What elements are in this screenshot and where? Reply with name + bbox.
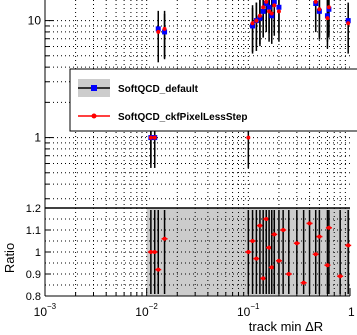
ratio-point: [261, 276, 266, 281]
data-point-ckf: [269, 11, 274, 16]
ratio-point: [264, 217, 269, 221]
ratio-point: [286, 272, 291, 276]
y-axis-title-ratio: Ratio: [2, 243, 17, 273]
ratio-point: [156, 267, 161, 272]
data-point-ckf: [162, 26, 167, 31]
ratio-point: [269, 265, 274, 270]
data-point-ckf: [246, 135, 251, 140]
ratio-point: [294, 241, 299, 246]
ratio-point: [281, 228, 286, 232]
data-point-default: [162, 29, 168, 35]
ratio-axes: 0.80.911.11.210 −3 10 −2 10 −1 1: [26, 203, 355, 319]
legend: SoftQCD_default SoftQCD_ckfPixelLessStep: [69, 68, 357, 132]
ratio-point: [267, 245, 272, 250]
data-point-default: [316, 8, 322, 14]
data-point-default: [155, 26, 161, 32]
data-point-default: [324, 13, 330, 19]
data-point-ckf: [152, 135, 157, 140]
ratio-point: [301, 280, 306, 285]
data-point-default: [250, 23, 256, 29]
data-point-ckf: [156, 29, 161, 34]
data-point-ckf: [272, 3, 277, 8]
data-point-ckf: [261, 5, 266, 10]
y-tick-label: 10: [28, 14, 42, 28]
ratio-point: [317, 234, 322, 239]
data-point-ckf: [326, 5, 331, 10]
x-tick-label: 1: [348, 305, 355, 319]
ratio-point: [246, 250, 251, 254]
data-point-default: [257, 15, 263, 21]
data-point-default: [271, 0, 277, 5]
x-axis-title: track min ΔR: [249, 319, 323, 334]
data-point-ckf: [267, 9, 272, 14]
ratio-y-tick-label: 0.8: [26, 291, 41, 303]
ratio-point: [313, 252, 318, 257]
legend-marker-default: [91, 85, 97, 91]
data-point-ckf: [317, 7, 322, 12]
data-point-default: [345, 18, 351, 24]
ratio-point: [162, 236, 167, 241]
ratio-point: [326, 225, 331, 230]
ratio-point: [250, 239, 255, 243]
ratio-point: [346, 243, 351, 248]
legend-label-ckf: SoftQCD_ckfPixelLessStep: [118, 112, 248, 123]
y-tick-label: 1: [34, 131, 41, 145]
legend-label-default: SoftQCD_default: [118, 84, 199, 95]
x-tick-label: 10 −3: [34, 302, 57, 319]
data-point-ckf: [250, 21, 255, 26]
ratio-point: [148, 250, 153, 254]
ratio-point: [254, 256, 259, 261]
x-tick-label: 10 −2: [135, 302, 158, 319]
data-point-default: [269, 13, 275, 19]
ratio-point: [276, 258, 281, 263]
data-point-default: [260, 8, 266, 14]
legend-entry-default: SoftQCD_default: [78, 79, 199, 97]
data-point-default: [266, 4, 272, 10]
ratio-point: [257, 223, 262, 228]
x-tick-label-exponent: −1: [250, 302, 260, 311]
ratio-y-tick-label: 1.2: [26, 203, 41, 215]
legend-entry-ckf: SoftQCD_ckfPixelLessStep: [78, 112, 248, 123]
data-point-default: [276, 4, 282, 10]
x-tick-label-text: 10: [34, 305, 48, 319]
ratio-y-tick-label: 1: [35, 247, 41, 259]
ratio-point: [152, 250, 157, 254]
ratio-point: [272, 232, 277, 237]
legend-box: [69, 68, 357, 132]
x-tick-label-exponent: −2: [149, 302, 159, 311]
ratio-panel: 0.80.911.11.210 −3 10 −2 10 −1 1: [26, 203, 355, 319]
ratio-y-tick-label: 1.1: [26, 225, 41, 237]
x-tick-label: 10 −1: [237, 302, 260, 319]
x-tick-label-text: 10: [237, 305, 251, 319]
ratio-point: [338, 274, 343, 279]
data-point-ckf: [325, 16, 330, 21]
data-point-ckf: [148, 135, 153, 140]
x-tick-label-exponent: −3: [47, 302, 57, 311]
data-point-ckf: [313, 0, 318, 4]
data-point-ckf: [264, 0, 269, 4]
data-point-ckf: [254, 18, 259, 23]
ratio-point: [307, 221, 312, 226]
data-point-ckf: [276, 9, 281, 14]
legend-marker-ckf: [91, 113, 97, 119]
ratio-point: [325, 263, 330, 268]
ratio-y-tick-label: 0.9: [26, 269, 41, 281]
x-tick-label-text: 10: [135, 305, 149, 319]
x-tick-label-text: 1: [348, 305, 355, 319]
data-point-ckf: [346, 21, 351, 26]
ratio-points: [148, 217, 351, 285]
data-point-ckf: [257, 13, 262, 18]
main-points: [148, 0, 351, 141]
